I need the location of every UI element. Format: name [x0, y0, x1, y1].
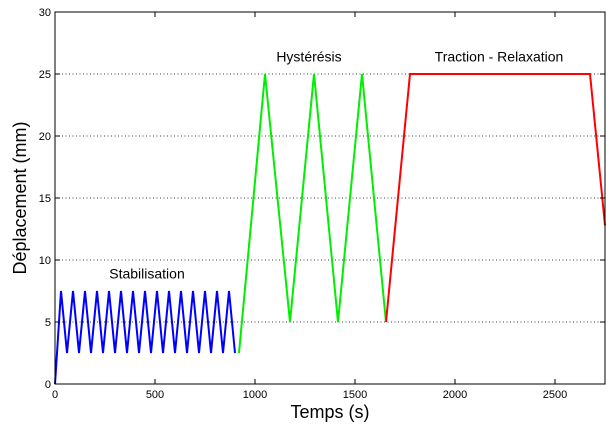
- y-tick-label: 10: [39, 255, 51, 267]
- y-axis-label: Déplacement (mm): [10, 121, 30, 274]
- x-tick-label: 2500: [543, 389, 567, 401]
- annotation-label: Traction - Relaxation: [435, 49, 564, 65]
- y-tick-label: 20: [39, 131, 51, 143]
- x-tick-label: 1000: [243, 389, 267, 401]
- y-tick-label: 15: [39, 193, 51, 205]
- annotation-label: Hystérésis: [276, 49, 341, 65]
- series-lines: [54, 73, 606, 385]
- y-tick-label: 5: [45, 317, 51, 329]
- axis-ticks: 0 5 10 15 20 25 30 0 500 1000 1500 2000 2500: [39, 7, 605, 401]
- annotation-label: Stabilisation: [109, 266, 185, 282]
- annotations: Stabilisation Hystérésis Traction - Relaxa…: [109, 49, 563, 282]
- x-tick-label: 2000: [443, 389, 467, 401]
- y-tick-label: 30: [39, 7, 51, 19]
- series-stabilisation-line: [54, 290, 236, 385]
- y-tick-label: 0: [45, 379, 51, 391]
- grid-lines: [55, 73, 605, 323]
- series-traction-relaxation-line: [385, 73, 606, 323]
- y-tick-label: 25: [39, 69, 51, 81]
- x-tick-label: 500: [146, 389, 164, 401]
- x-tick-label: 1500: [343, 389, 367, 401]
- series-hysteresis-line: [238, 73, 387, 354]
- x-tick-label: 0: [52, 389, 58, 401]
- x-axis-label: Temps (s): [290, 402, 369, 422]
